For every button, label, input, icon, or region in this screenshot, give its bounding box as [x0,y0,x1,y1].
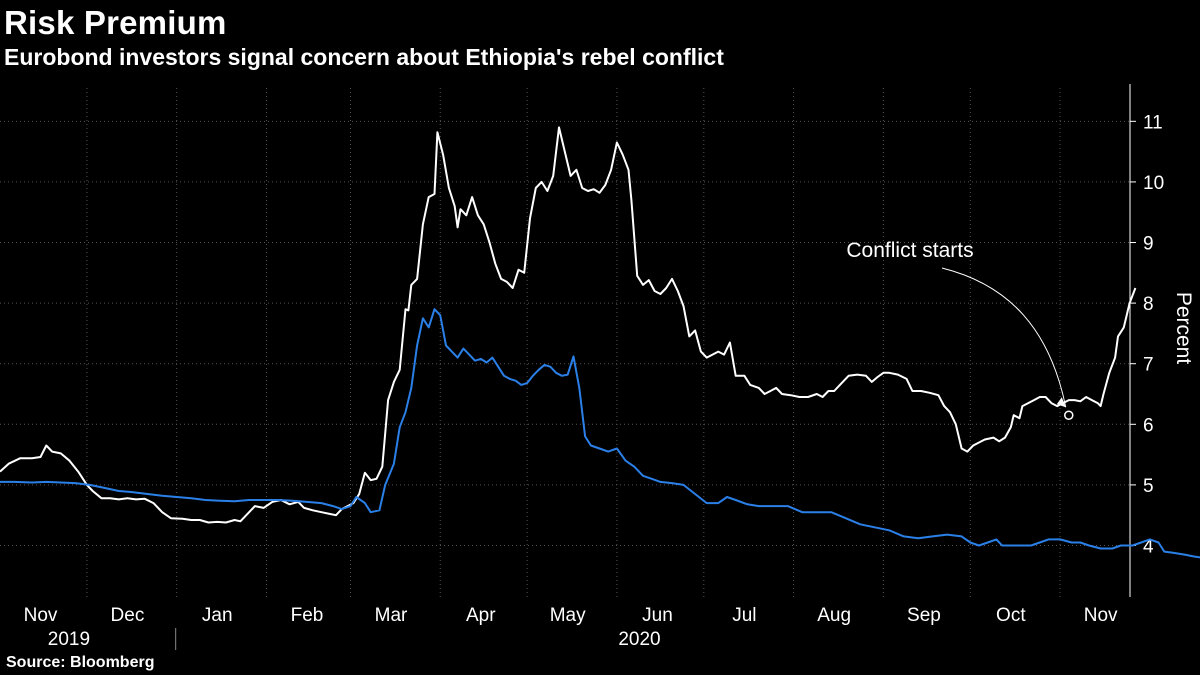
x-tick-label: Jun [642,605,673,626]
x-year-label: 2019 [48,629,90,650]
y-tick-label: 5 [1143,476,1154,497]
series-line [0,126,1137,524]
y-axis-label: Percent [1172,292,1195,365]
source-note: Source: Bloomberg [6,654,155,671]
x-tick-label: Apr [466,605,496,626]
x-tick-label: Nov [1084,605,1118,626]
y-tick-label: 7 [1143,355,1154,376]
x-tick-label: Dec [111,605,145,626]
gridlines [0,88,1130,597]
x-tick-label: Mar [375,605,408,626]
x-tick-label: Nov [24,605,58,626]
chart-title: Risk Premium [4,4,227,41]
y-tick-label: 8 [1143,294,1154,315]
x-tick-label: Aug [817,605,851,626]
x-year-label: 2020 [618,629,660,650]
series [0,126,1200,559]
x-tick-label: Sep [907,605,941,626]
y-tick-label: 4 [1143,536,1154,557]
x-tick-label: Feb [291,605,324,626]
annotation-arrow [941,267,1067,408]
y-tick-label: 10 [1143,173,1164,194]
series-line [0,308,1200,559]
y-tick-label: 11 [1143,112,1163,133]
y-tick-label: 6 [1143,415,1154,436]
axes: 4 5 6 7 8 9 10 11 Percent Nov Dec Jan Feb Mar Apr May Ju… [24,84,1195,650]
x-tick-label: Jul [732,605,756,626]
x-tick-label: Jan [202,605,233,626]
annotation: Conflict starts [846,239,1074,420]
annotation-marker [1064,410,1074,420]
chart-subtitle: Eurobond investors signal concern about … [4,44,724,70]
x-tick-label: May [550,605,586,626]
annotation-arrowhead [1056,397,1066,408]
x-tick-label: Oct [996,605,1026,626]
annotation-label: Conflict starts [846,239,973,262]
y-tick-label: 9 [1143,234,1154,255]
